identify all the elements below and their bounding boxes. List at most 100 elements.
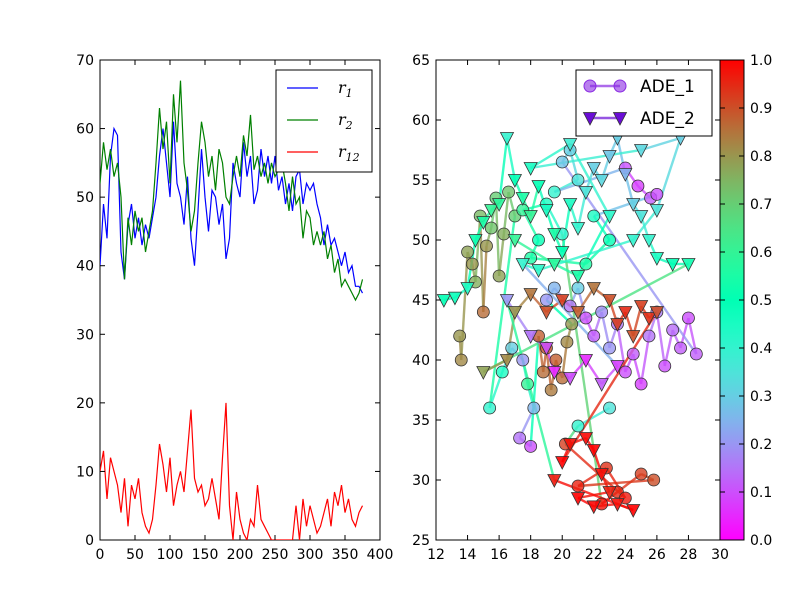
point-ADE_2 [523,210,538,224]
point-ADE_1 [505,341,519,355]
point-ADE_1 [532,233,545,247]
point-ADE_1 [527,401,541,415]
x-tick-label: 250 [262,547,289,563]
point-ADE_1 [587,209,601,223]
point-ADE_2 [562,372,578,386]
point-ADE_1 [647,473,661,487]
trajectory-segment-ADE_2 [521,263,619,367]
point-ADE_2 [633,300,649,314]
point-ADE_2 [531,264,546,278]
right-scatter-chart: 12 14 16 18 20 22 24 26 28 30 25 30 35 40 45 50 55 60 65 A… [412,53,729,563]
legend-label-base: r [338,142,347,161]
point-ADE_2 [555,246,570,260]
x-tick-label: 150 [192,547,219,563]
trajectory-segment-ADE_1 [639,335,651,385]
legend-label-base: r [338,78,347,97]
point-ADE_1 [483,401,497,415]
point-ADE_1 [516,353,530,367]
point-ADE_2 [602,486,617,500]
point-ADE_2 [586,282,601,296]
point-ADE_2 [641,312,657,326]
colorbar-tick-label: 0.5 [750,293,772,309]
x-tick-label: 18 [522,547,540,563]
series-line-r12 [100,402,364,540]
trajectory-segment-ADE_1 [494,197,501,277]
trajectory-segment-ADE_1 [488,215,517,409]
point-ADE_1 [453,329,467,343]
x-tick-label: 300 [297,547,324,563]
point-ADE_1 [454,353,468,367]
legend-marker-ADE_2 [612,112,628,126]
point-ADE_1 [492,269,506,283]
point-ADE_2 [681,258,696,272]
point-ADE_2 [562,438,578,452]
point-ADE_1 [461,245,474,259]
point-ADE_2 [570,492,586,506]
legend-label-r12: r12 [338,142,360,164]
point-ADE_1 [536,365,550,379]
point-ADE_2 [649,252,665,266]
x-tick-label: 30 [711,547,729,563]
point-ADE_2 [547,258,562,272]
point-ADE_2 [515,192,530,206]
point-ADE_1 [544,383,558,397]
point-ADE_2 [570,222,586,236]
point-ADE_1 [603,401,616,415]
y-tick-label: 65 [412,53,430,69]
point-ADE_2 [586,444,601,458]
legend-marker-ADE_1 [583,79,597,93]
point-ADE_2 [476,366,491,380]
y-tick-label: 60 [76,122,94,138]
point-ADE_2 [578,354,594,368]
x-tick-label: 22 [585,547,603,563]
point-ADE_1 [579,311,593,325]
point-ADE_2 [523,162,538,176]
point-ADE_2 [618,168,633,182]
point-ADE_2 [610,318,625,332]
point-ADE_2 [499,132,515,146]
point-ADE_1 [658,359,672,373]
point-ADE_2 [618,306,633,320]
point-ADE_1 [571,479,585,493]
trajectory-segment-ADE_2 [497,137,509,205]
point-ADE_1 [560,335,574,349]
legend-label-sub: 1 [346,87,353,100]
point-ADE_1 [476,305,490,319]
legend-label-r1: r1 [338,78,353,100]
trajectory-segment-ADE_2 [530,142,571,170]
point-ADE_2 [570,306,586,320]
point-ADE_1 [547,185,561,199]
point-ADE_1 [571,419,585,433]
right-ticks: 12 14 16 18 20 22 24 26 28 30 25 30 35 40 45 50 55 60 65 [412,53,729,563]
trajectory-segment-ADE_2 [505,299,556,481]
point-ADE_2 [562,138,578,152]
colorbar-tick-label: 0.9 [750,101,772,117]
legend-box [575,69,713,137]
point-ADE_1 [603,233,616,247]
legend-label-base: r [338,110,347,129]
point-ADE_2 [610,360,625,374]
y-tick-label: 60 [412,113,430,129]
point-ADE_1 [595,305,609,319]
x-tick-label: 16 [490,547,508,563]
point-ADE_2 [547,228,562,242]
x-tick-label: 24 [616,547,634,563]
point-ADE_1 [626,347,640,361]
y-tick-label: 40 [412,353,430,369]
point-ADE_1 [634,377,648,391]
point-ADE_1 [579,257,593,271]
point-ADE_2 [460,282,475,296]
x-tick-label: 12 [427,547,445,563]
point-ADE_2 [633,210,649,224]
point-ADE_2 [539,342,554,356]
point-ADE_2 [476,216,491,230]
legend-label-sub: 12 [346,151,360,164]
point-ADE_2 [515,258,530,272]
trajectory-segment-ADE_2 [505,137,517,181]
y-tick-label: 50 [412,233,430,249]
point-ADE_2 [547,366,562,380]
point-ADE_2 [626,330,641,344]
point-ADE_1 [689,347,703,361]
trajectory-segment-ADE_2 [576,191,588,229]
point-ADE_1 [497,227,511,241]
